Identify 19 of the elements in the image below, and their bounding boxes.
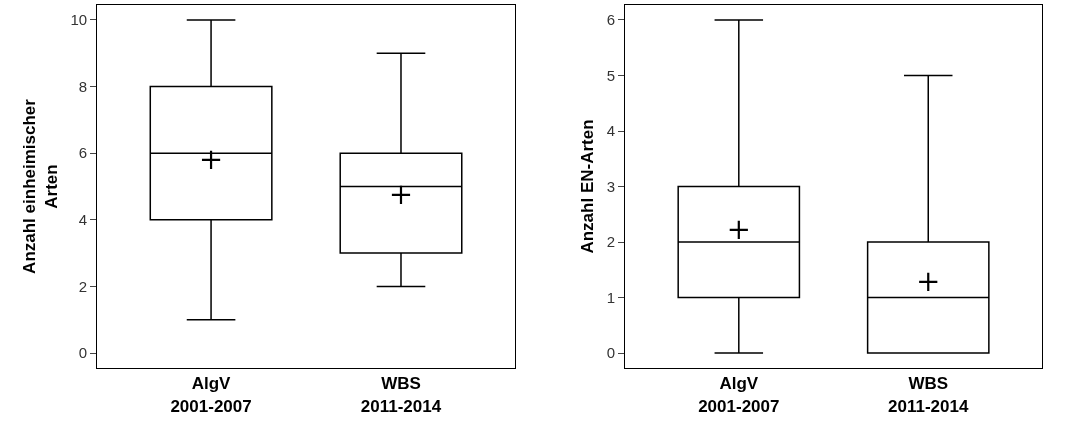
y-axis-title: Anzahl EN-Arten bbox=[578, 119, 598, 254]
y-tick-label: 3 bbox=[606, 177, 616, 195]
x-tick-label: AlgV 2001-2007 bbox=[698, 374, 780, 416]
y-tick-label: 0 bbox=[78, 344, 88, 362]
y-tick-label: 5 bbox=[606, 66, 616, 84]
y-tick-label: 1 bbox=[606, 288, 616, 306]
x-tick-label: WBS 2011-2014 bbox=[888, 374, 969, 416]
y-tick-label: 4 bbox=[606, 122, 616, 140]
y-tick-label: 6 bbox=[606, 11, 616, 29]
y-tick-label: 10 bbox=[70, 11, 88, 29]
y-tick-label: 0 bbox=[606, 344, 616, 362]
y-tick-label: 2 bbox=[606, 233, 616, 251]
y-tick-label: 2 bbox=[78, 277, 88, 295]
y-tick-label: 4 bbox=[78, 211, 88, 229]
y-tick-label: 8 bbox=[78, 77, 88, 95]
y-axis-title: Anzahl einheimischer Arten bbox=[19, 98, 61, 274]
x-tick-label: WBS 2011-2014 bbox=[360, 374, 442, 416]
y-tick-label: 6 bbox=[78, 144, 88, 162]
x-tick-label: AlgV 2001-2007 bbox=[170, 374, 252, 416]
